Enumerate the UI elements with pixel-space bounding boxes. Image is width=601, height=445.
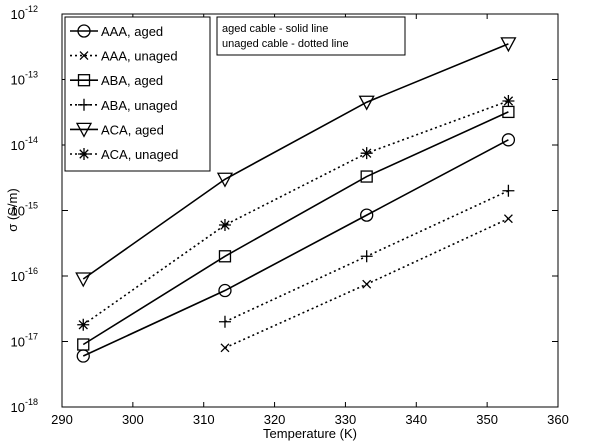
x-tick-label: 350 — [476, 412, 498, 427]
annotation-frame — [216, 16, 406, 56]
x-tick-label: 310 — [193, 412, 215, 427]
annotation-line: aged cable - solid line — [222, 23, 328, 35]
x-tick-label: 290 — [51, 412, 73, 427]
x-axis-label: Temperature (K) — [263, 426, 357, 441]
data-point — [360, 147, 373, 160]
legend-marker — [75, 122, 93, 138]
legend-marker — [77, 24, 91, 38]
annotation-box: aged cable - solid line unaged cable - do… — [216, 16, 406, 56]
data-point — [500, 37, 517, 53]
y-tick-label: 10-17 — [11, 332, 38, 350]
data-point — [218, 315, 231, 328]
y-tick-label: 10-14 — [11, 135, 38, 153]
legend-label: AAA, unaged — [101, 49, 178, 64]
data-point — [360, 250, 373, 263]
series — [77, 94, 515, 331]
legend-marker — [77, 74, 91, 87]
legend-marker — [79, 51, 89, 61]
legend-box — [64, 16, 211, 172]
series — [75, 37, 517, 288]
series-line — [82, 111, 509, 346]
data-point — [77, 318, 90, 331]
x-tick-label: 300 — [122, 412, 144, 427]
legend-label: ACA, unaged — [101, 147, 178, 162]
series — [218, 184, 515, 328]
y-tick-label: 10-18 — [11, 397, 38, 415]
legend: AAA, aged AAA, unaged ABA, aged ABA, unaged… — [64, 16, 211, 172]
series-line — [82, 100, 509, 326]
y-tick-label: 10-15 — [11, 201, 38, 219]
y-axis: 10-18 10-17 10-16 10-15 10-14 10-13 10-12 — [11, 4, 558, 415]
data-point — [501, 133, 516, 147]
data-point — [358, 95, 375, 111]
data-point — [362, 279, 372, 289]
x-tick-label: 320 — [264, 412, 286, 427]
data-point — [502, 184, 515, 197]
y-tick-label: 10-13 — [11, 70, 38, 88]
data-point — [218, 219, 231, 232]
data-point — [503, 214, 513, 224]
legend-label: ABA, unaged — [101, 98, 178, 113]
legend-label: AAA, aged — [101, 24, 163, 39]
y-axis-label: σ (S/m) — [5, 188, 20, 231]
y-tick-label: 10-16 — [11, 266, 38, 284]
data-point — [218, 250, 232, 263]
x-tick-label: 330 — [335, 412, 357, 427]
y-tick-label: 10-12 — [11, 4, 38, 22]
data-point — [218, 283, 232, 298]
data-point — [502, 94, 515, 107]
x-tick-label: 340 — [405, 412, 427, 427]
legend-marker — [78, 98, 90, 111]
series-line — [82, 139, 509, 357]
series — [76, 133, 516, 363]
data-point — [216, 172, 234, 188]
data-point — [77, 338, 90, 351]
legend-marker — [78, 148, 90, 160]
legend-label: ABA, aged — [101, 73, 163, 88]
data-point — [360, 208, 374, 222]
series — [220, 214, 513, 353]
annotation-line: unaged cable - dotted line — [222, 38, 349, 50]
series-layer — [75, 37, 517, 363]
legend-label: ACA, aged — [101, 122, 164, 137]
data-point — [75, 272, 92, 288]
series — [77, 105, 515, 351]
data-point — [220, 343, 230, 353]
data-point — [360, 170, 373, 183]
x-axis: 290 300 310 320 330 340 350 360 — [51, 14, 569, 427]
x-tick-label: 360 — [547, 412, 569, 427]
series-line — [82, 43, 509, 280]
